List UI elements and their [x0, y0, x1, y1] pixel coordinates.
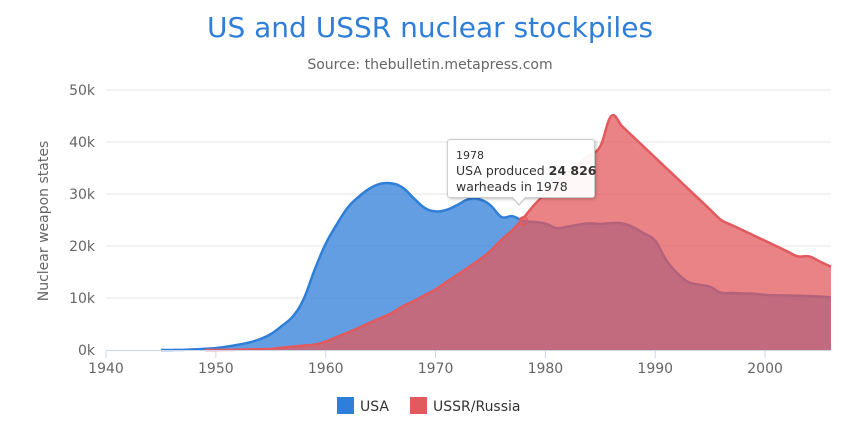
- tooltip: 1978 USA produced 24 826 warheads in 197…: [447, 139, 596, 206]
- hover-marker: [518, 216, 529, 226]
- x-tick-label: 1970: [418, 361, 454, 377]
- tooltip-line-2: warheads in 1978: [456, 179, 568, 194]
- tooltip-prefix: USA produced: [456, 163, 549, 178]
- x-axis-ticks: [105, 350, 766, 358]
- tooltip-year: 1978: [456, 149, 484, 162]
- x-tick-label: 1980: [528, 361, 564, 377]
- series-line: [204, 113, 832, 352]
- tooltip-line-1: USA produced 24 826: [456, 163, 596, 179]
- chart-subtitle: Source: thebulletin.metapress.com: [307, 57, 552, 73]
- y-tick-label: 20k: [69, 239, 96, 255]
- series-area: [204, 115, 832, 350]
- legend-swatch: [337, 397, 354, 414]
- x-tick-label: 1960: [308, 361, 344, 377]
- y-axis-labels: 0k 10k 20k 30k 40k 50k: [69, 83, 96, 359]
- y-axis-title: Nuclear weapon states: [36, 141, 52, 302]
- x-tick-label: 1950: [198, 361, 234, 377]
- x-tick-label: 1990: [637, 361, 673, 377]
- y-tick-label: 30k: [69, 187, 96, 203]
- y-tick-label: 50k: [69, 83, 96, 99]
- y-tick-label: 40k: [69, 135, 96, 151]
- y-tick-label: 10k: [69, 291, 96, 307]
- legend-swatch: [410, 397, 427, 414]
- y-tick-label: 0k: [78, 343, 96, 359]
- x-axis-labels: 1940 1950 1960 1970 1980 1990 2000: [88, 361, 783, 377]
- tooltip-arrow: [511, 196, 527, 206]
- legend: USA USSR/Russia: [337, 397, 521, 415]
- legend-item[interactable]: USA: [360, 399, 389, 415]
- series-ussr-russia: [204, 113, 832, 352]
- tooltip-value: 24 826: [548, 163, 597, 178]
- x-tick-label: 2000: [747, 361, 783, 377]
- chart-title: US and USSR nuclear stockpiles: [207, 11, 653, 44]
- x-tick-label: 1940: [88, 361, 124, 377]
- legend-item[interactable]: USSR/Russia: [433, 399, 521, 415]
- plot-series: [160, 113, 832, 352]
